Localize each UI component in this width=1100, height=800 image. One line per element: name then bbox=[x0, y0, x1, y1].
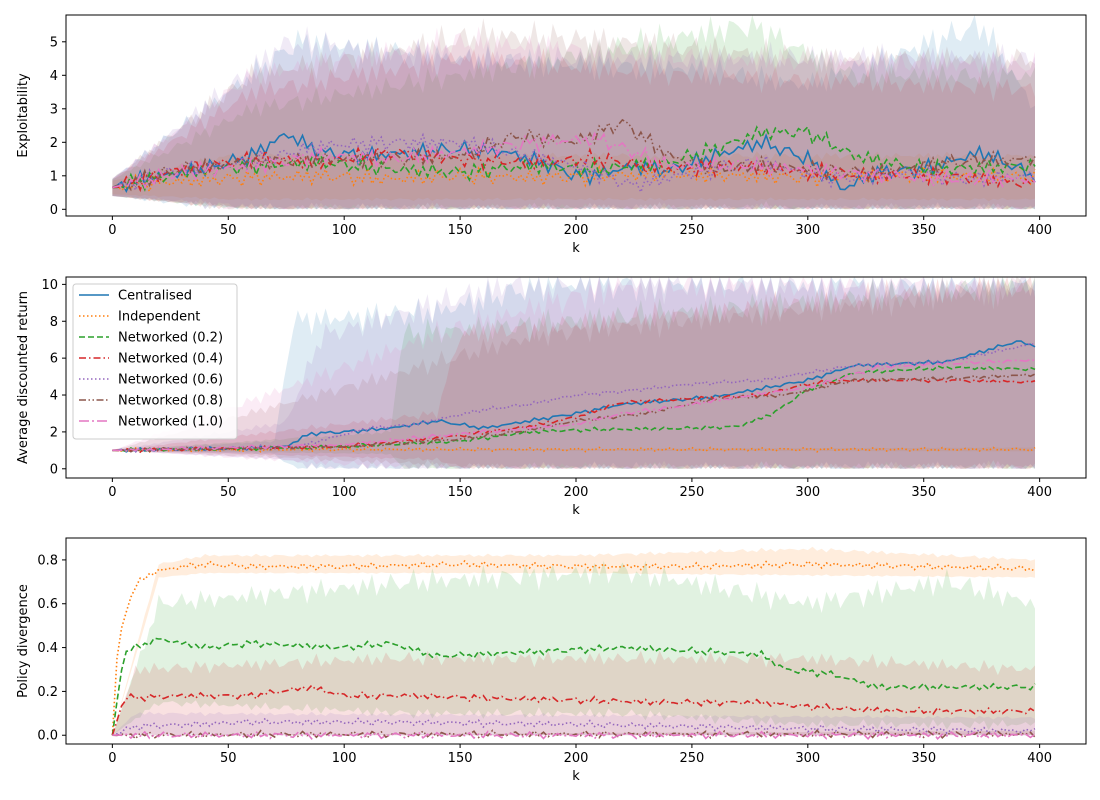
line-networked-0-4 bbox=[112, 145, 1036, 193]
chart-panel-1: 0 50 100 150 200 250 300 350 400 0 1 2 3 4 5 k Exploitab… bbox=[16, 14, 1087, 256]
band-networked-0-4 bbox=[112, 277, 1035, 469]
x-tick-label: 400 bbox=[1027, 223, 1052, 238]
x-tick-label: 0 bbox=[108, 223, 116, 238]
x-tick-label: 250 bbox=[679, 223, 704, 238]
y-tick-label: 4 bbox=[50, 389, 58, 404]
line-independent bbox=[112, 163, 1036, 194]
band-networked-0-8 bbox=[112, 277, 1035, 469]
band-centralised bbox=[112, 277, 1035, 469]
x-tick-label: 200 bbox=[564, 485, 589, 500]
line-networked-0-6 bbox=[112, 717, 1036, 736]
y-tick-label: 0.4 bbox=[37, 641, 58, 656]
y-tick-label: 0.8 bbox=[37, 553, 58, 568]
legend-box bbox=[72, 283, 238, 440]
x-tick-label: 150 bbox=[448, 485, 473, 500]
legend: Centralised Independent Networked (0.2) Net… bbox=[72, 283, 238, 440]
x-tick-label: 0 bbox=[108, 485, 116, 500]
line-networked-1-0 bbox=[112, 358, 1036, 453]
legend-label: Networked (0.4) bbox=[118, 352, 223, 367]
plot-area bbox=[112, 15, 1036, 210]
plot-area bbox=[111, 546, 1036, 741]
y-tick-label: 2 bbox=[50, 425, 58, 440]
legend-label: Centralised bbox=[118, 289, 192, 304]
line-independent bbox=[111, 559, 1036, 736]
legend-label: Networked (0.8) bbox=[118, 394, 223, 409]
band-networked-0-6 bbox=[112, 277, 1035, 469]
x-tick-label: 350 bbox=[911, 223, 936, 238]
y-tick-label: 4 bbox=[50, 69, 58, 84]
x-axis-label: k bbox=[572, 241, 580, 256]
band-networked-0-6 bbox=[112, 26, 1035, 210]
legend-label: Networked (0.6) bbox=[118, 373, 223, 388]
x-tick-label: 250 bbox=[679, 751, 704, 766]
x-axis-label: k bbox=[572, 503, 580, 518]
y-tick-label: 8 bbox=[50, 315, 58, 330]
band-networked-1-0 bbox=[112, 26, 1035, 210]
y-tick-label: 3 bbox=[50, 102, 58, 117]
y-tick-label: 0.0 bbox=[37, 729, 58, 744]
band-networked-0-6 bbox=[112, 711, 1035, 736]
x-tick-label: 50 bbox=[220, 751, 237, 766]
x-tick-label: 200 bbox=[564, 751, 589, 766]
x-tick-label: 50 bbox=[220, 223, 237, 238]
x-tick-label: 200 bbox=[564, 223, 589, 238]
x-tick-label: 250 bbox=[679, 485, 704, 500]
x-tick-label: 0 bbox=[108, 751, 116, 766]
legend-label: Networked (1.0) bbox=[118, 415, 223, 430]
x-tick-label: 400 bbox=[1027, 751, 1052, 766]
x-tick-label: 150 bbox=[448, 223, 473, 238]
y-axis-label: Exploitability bbox=[16, 73, 31, 158]
x-tick-label: 100 bbox=[332, 751, 357, 766]
legend-label: Networked (0.2) bbox=[118, 331, 223, 346]
x-axis-label: k bbox=[572, 769, 580, 784]
line-networked-0-2 bbox=[111, 637, 1036, 736]
y-tick-label: 2 bbox=[50, 136, 58, 151]
band-networked-1-0 bbox=[112, 732, 1035, 736]
x-tick-label: 150 bbox=[448, 751, 473, 766]
y-tick-label: 0 bbox=[50, 462, 58, 477]
legend-label: Independent bbox=[118, 310, 200, 325]
y-tick-label: 1 bbox=[50, 169, 58, 184]
y-tick-label: 6 bbox=[50, 352, 58, 367]
plot-area bbox=[112, 277, 1036, 469]
y-tick-label: 0 bbox=[50, 203, 58, 218]
x-tick-label: 300 bbox=[795, 485, 820, 500]
x-tick-label: 350 bbox=[911, 751, 936, 766]
x-tick-label: 300 bbox=[795, 751, 820, 766]
band-networked-0-2 bbox=[112, 560, 1035, 736]
x-tick-label: 350 bbox=[911, 485, 936, 500]
x-tick-label: 300 bbox=[795, 223, 820, 238]
chart-panel-3: 0 50 100 150 200 250 300 350 400 0.0 0.2 0.4 0.6 0.8 k… bbox=[16, 537, 1087, 784]
band-networked-0-8 bbox=[112, 730, 1035, 736]
band-independent bbox=[112, 447, 1035, 452]
band-networked-1-0 bbox=[112, 277, 1035, 469]
y-axis-label: Average discounted return bbox=[16, 291, 31, 464]
y-tick-label: 0.6 bbox=[37, 597, 58, 612]
x-tick-label: 400 bbox=[1027, 485, 1052, 500]
band-networked-0-4 bbox=[112, 650, 1035, 736]
line-networked-0-8 bbox=[112, 118, 1036, 192]
line-networked-0-6 bbox=[112, 132, 1036, 195]
y-tick-label: 10 bbox=[41, 278, 58, 293]
band-independent bbox=[112, 546, 1035, 736]
y-tick-label: 5 bbox=[50, 35, 58, 50]
y-axis-label: Policy divergence bbox=[16, 584, 31, 698]
line-networked-0-4 bbox=[111, 684, 1036, 736]
line-networked-1-0 bbox=[112, 131, 1036, 191]
line-networked-1-0 bbox=[112, 730, 1036, 741]
band-networked-0-2 bbox=[112, 277, 1035, 469]
chart-panel-2: 0 50 100 150 200 250 300 350 400 0 2 4 6 8 10 k Average … bbox=[16, 276, 1087, 518]
y-tick-label: 0.2 bbox=[37, 685, 58, 700]
x-tick-label: 100 bbox=[332, 485, 357, 500]
x-tick-label: 50 bbox=[220, 485, 237, 500]
x-tick-label: 100 bbox=[332, 223, 357, 238]
